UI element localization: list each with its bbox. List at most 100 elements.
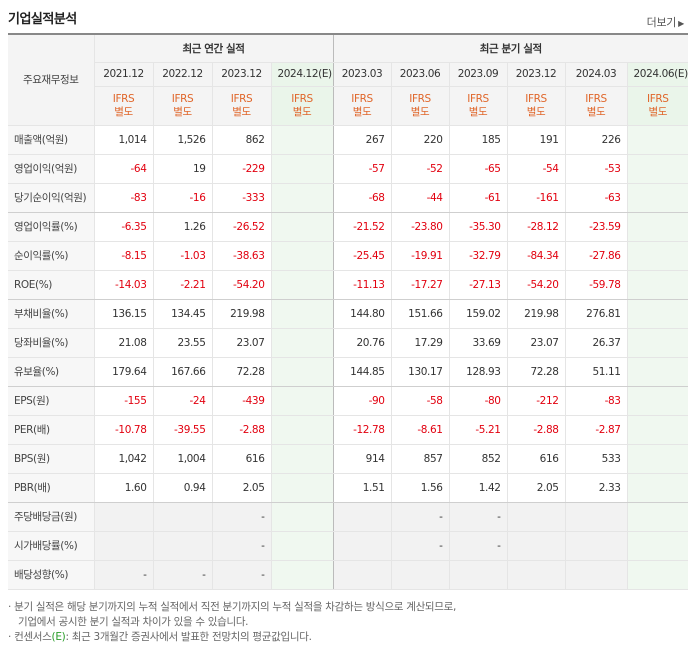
ifrs-sub-text: 별도	[292, 105, 312, 118]
table-cell: 616	[211, 444, 271, 474]
ifrs-text: IFRS	[351, 92, 373, 105]
table-cell	[626, 502, 689, 532]
table-cell	[332, 531, 392, 561]
table-cell: -6.35	[93, 212, 153, 242]
table-cell: -65	[448, 154, 508, 184]
table-row: 배당성향(%) - - -	[8, 560, 689, 590]
more-link[interactable]: 더보기 ▶	[646, 14, 685, 30]
table-cell: 1.56	[390, 473, 450, 503]
row-label: 당좌비율(%)	[8, 328, 94, 358]
table-cell: 533	[564, 444, 628, 474]
table-cell	[270, 502, 334, 532]
chevron-right-icon: ▶	[678, 19, 684, 28]
table-cell	[270, 560, 334, 590]
table-row: BPS(원) 1,042 1,004 616 914 857 852 616 533	[8, 444, 689, 474]
table-cell: 1,042	[93, 444, 153, 474]
period-header: 2024.03	[564, 62, 628, 87]
table-cell	[626, 241, 689, 271]
more-label: 더보기	[646, 16, 677, 29]
table-cell: 23.07	[506, 328, 566, 358]
table-cell	[270, 415, 334, 445]
table-cell: -16	[152, 183, 212, 213]
table-cell: -	[211, 502, 271, 532]
table-cell	[564, 560, 628, 590]
table-cell: -80	[448, 386, 508, 416]
table-cell	[626, 212, 689, 242]
table-cell: -59.78	[564, 270, 628, 300]
ifrs-label: IFRS 별도	[332, 86, 392, 126]
quarter-group-header: 최근 분기 실적	[332, 34, 689, 63]
table-cell: -229	[211, 154, 271, 184]
table-cell: 219.98	[211, 299, 271, 329]
table-cell	[93, 502, 153, 532]
table-cell: -11.13	[332, 270, 392, 300]
row-label: EPS(원)	[8, 386, 94, 416]
table-cell: -54	[506, 154, 566, 184]
table-cell: -90	[332, 386, 392, 416]
table-cell: 191	[506, 125, 566, 155]
period-header: 2024.12(E)	[270, 62, 334, 87]
ifrs-label: IFRS 별도	[506, 86, 566, 126]
table-cell	[270, 357, 334, 387]
table-cell	[270, 154, 334, 184]
table-cell: 1,004	[152, 444, 212, 474]
table-cell: -35.30	[448, 212, 508, 242]
table-cell: 23.55	[152, 328, 212, 358]
table-cell	[448, 560, 508, 590]
table-cell	[270, 328, 334, 358]
table-cell: -212	[506, 386, 566, 416]
table-cell: 17.29	[390, 328, 450, 358]
row-label: 부채비율(%)	[8, 299, 94, 329]
ifrs-text: IFRS	[585, 92, 607, 105]
table-cell	[626, 183, 689, 213]
table-row: 매출액(억원) 1,014 1,526 862 267 220 185 191 226	[8, 125, 689, 155]
footnote-quarterly-cont: 기업에서 공시한 분기 실적과 차이가 있을 수 있습니다.	[18, 616, 249, 628]
table-cell	[626, 154, 689, 184]
table-cell: -2.88	[506, 415, 566, 445]
table-cell: 1,526	[152, 125, 212, 155]
ifrs-text: IFRS	[525, 92, 547, 105]
table-row: 부채비율(%) 136.15 134.45 219.98 144.80 151.66 159…	[8, 299, 689, 329]
table-cell: -25.45	[332, 241, 392, 271]
table-cell	[270, 125, 334, 155]
table-cell: 144.85	[332, 357, 392, 387]
table-cell: -	[448, 531, 508, 561]
table-cell: -21.52	[332, 212, 392, 242]
table-cell: -64	[93, 154, 153, 184]
table-cell: -	[448, 502, 508, 532]
table-cell	[506, 560, 566, 590]
table-cell: -161	[506, 183, 566, 213]
table-cell	[152, 502, 212, 532]
table-cell	[390, 560, 450, 590]
table-cell: 159.02	[448, 299, 508, 329]
table-row: 당좌비율(%) 21.08 23.55 23.07 20.76 17.29 33.69 23.…	[8, 328, 689, 358]
table-cell: 72.28	[211, 357, 271, 387]
row-label: PER(배)	[8, 415, 94, 445]
period-header: 2023.03	[332, 62, 392, 87]
table-cell: 914	[332, 444, 392, 474]
table-row: PBR(배) 1.60 0.94 2.05 1.51 1.56 1.42 2.05 2.33	[8, 473, 689, 503]
row-label: BPS(원)	[8, 444, 94, 474]
table-cell: 72.28	[506, 357, 566, 387]
table-cell	[626, 444, 689, 474]
row-label: 영업이익(억원)	[8, 154, 94, 184]
row-label: 영업이익률(%)	[8, 212, 94, 242]
row-label: 유보율(%)	[8, 357, 94, 387]
period-header: 2022.12	[152, 62, 212, 87]
table-cell	[626, 473, 689, 503]
table-cell: -10.78	[93, 415, 153, 445]
ifrs-label: IFRS 별도	[626, 86, 689, 126]
table-cell: -53	[564, 154, 628, 184]
table-cell: -63	[564, 183, 628, 213]
ifrs-label: IFRS 별도	[270, 86, 334, 126]
table-cell: -27.86	[564, 241, 628, 271]
table-cell	[332, 560, 392, 590]
row-label: 주당배당금(원)	[8, 502, 94, 532]
table-cell: -2.21	[152, 270, 212, 300]
table-cell: 0.94	[152, 473, 212, 503]
table-cell	[626, 125, 689, 155]
row-label: 시가배당률(%)	[8, 531, 94, 561]
table-cell: 1.42	[448, 473, 508, 503]
ifrs-label: IFRS 별도	[390, 86, 450, 126]
